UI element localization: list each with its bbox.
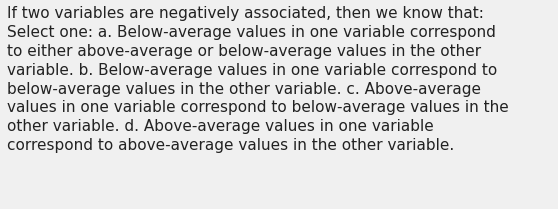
Text: If two variables are negatively associated, then we know that:
Select one: a. Be: If two variables are negatively associat…: [7, 6, 508, 153]
